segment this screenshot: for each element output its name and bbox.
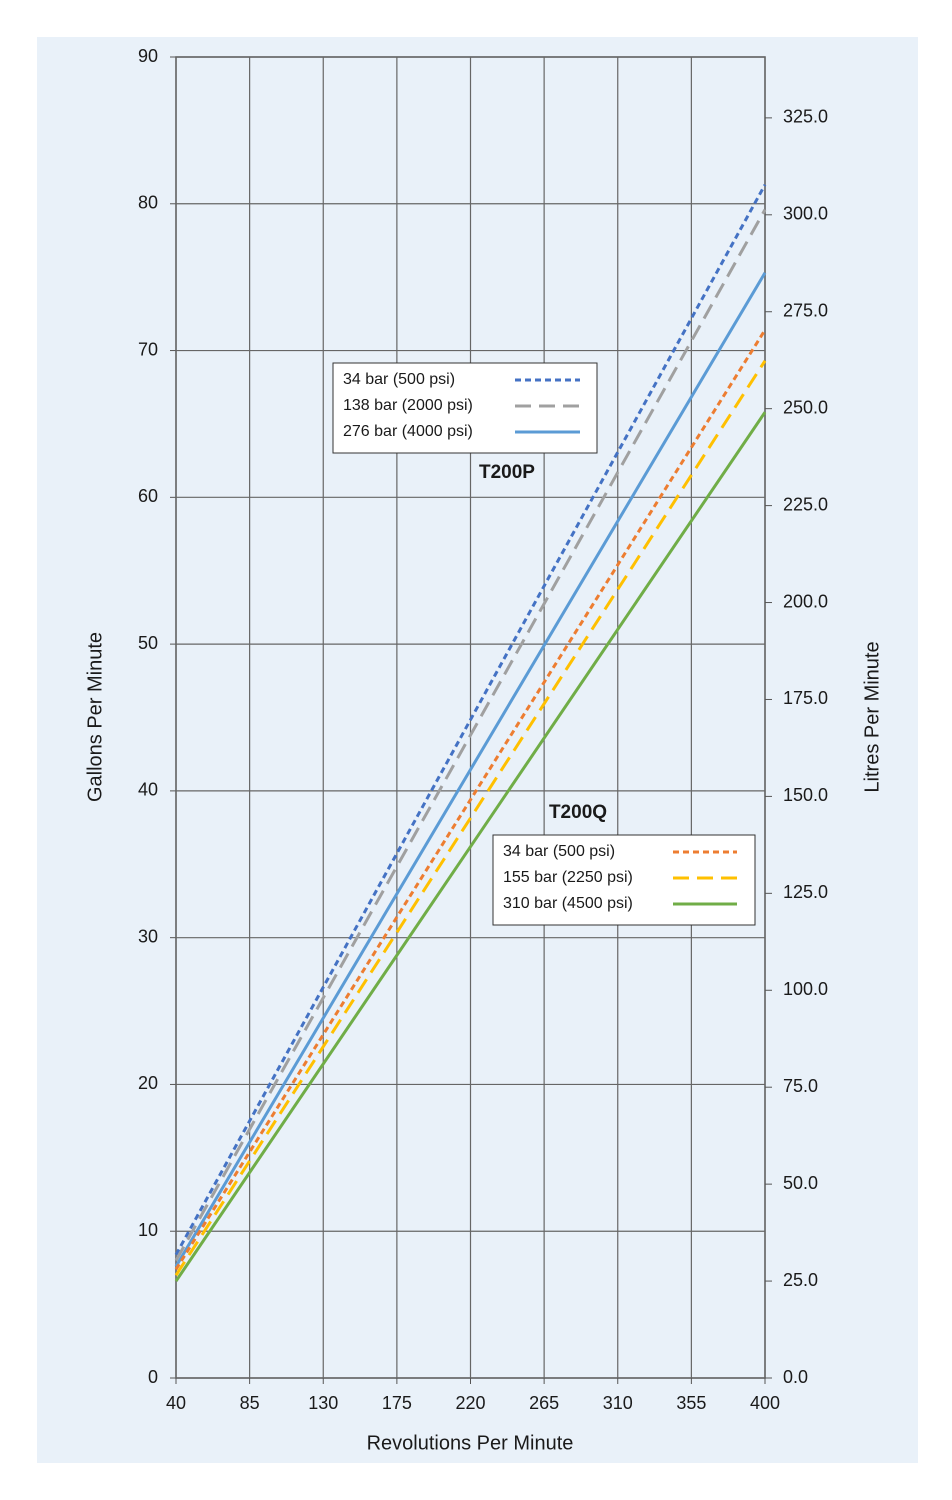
x-tick-label: 85: [240, 1393, 260, 1413]
y-tick-label: 40: [138, 780, 158, 800]
legend-box: [332, 362, 598, 454]
y2-tick-label: 125.0: [783, 882, 828, 902]
y-tick-label: 0: [148, 1367, 158, 1387]
series-line: [174, 271, 767, 1268]
group-label: T200P: [479, 462, 535, 483]
x-tick-label: 355: [676, 1393, 706, 1413]
y2-tick-label: 50.0: [783, 1173, 818, 1193]
y-tick-label: 90: [138, 46, 158, 66]
legend-label: 34 bar (500 psi): [503, 843, 615, 860]
x-tick-label: 40: [166, 1393, 186, 1413]
y2-tick-label: 325.0: [783, 107, 828, 127]
y2-tick-label: 150.0: [783, 785, 828, 805]
x-tick-label: 310: [603, 1393, 633, 1413]
x-tick-label: 175: [382, 1393, 412, 1413]
x-tick-label: 220: [455, 1393, 485, 1413]
panel-background: [37, 37, 918, 1463]
y-tick-label: 50: [138, 633, 158, 653]
y2-tick-label: 0.0: [783, 1367, 808, 1387]
y2-tick-label: 300.0: [783, 204, 828, 224]
y-tick-label: 60: [138, 486, 158, 506]
x-tick-label: 130: [308, 1393, 338, 1413]
x-tick-label: 265: [529, 1393, 559, 1413]
legend-label: 310 bar (4500 psi): [503, 895, 633, 912]
x-tick-label: 400: [750, 1393, 780, 1413]
series-line: [174, 329, 767, 1271]
y-tick-label: 70: [138, 339, 158, 359]
y2-tick-label: 75.0: [783, 1076, 818, 1096]
x-axis-title: Revolutions Per Minute: [367, 1432, 574, 1454]
legend-box: [492, 834, 756, 926]
y2-tick-label: 250.0: [783, 397, 828, 417]
y2-tick-label: 175.0: [783, 688, 828, 708]
y-tick-label: 20: [138, 1073, 158, 1093]
y-tick-label: 80: [138, 193, 158, 213]
group-label: T200Q: [549, 802, 607, 823]
y2-tick-label: 225.0: [783, 494, 828, 514]
y2-tick-label: 100.0: [783, 979, 828, 999]
legend-label: 138 bar (2000 psi): [343, 397, 473, 414]
y-tick-label: 10: [138, 1220, 158, 1240]
y2-tick-label: 200.0: [783, 591, 828, 611]
series-line: [174, 208, 767, 1262]
y-axis-title: Gallons Per Minute: [84, 632, 106, 802]
y2-tick-label: 275.0: [783, 300, 828, 320]
legend-label: 34 bar (500 psi): [343, 371, 455, 388]
legend-label: 155 bar (2250 psi): [503, 869, 633, 886]
series-line: [174, 183, 767, 1256]
y2-axis-title: Litres Per Minute: [861, 641, 883, 792]
series-line: [174, 360, 767, 1277]
y-tick-label: 30: [138, 926, 158, 946]
series-line: [174, 411, 767, 1282]
y2-tick-label: 25.0: [783, 1270, 818, 1290]
legend-label: 276 bar (4000 psi): [343, 423, 473, 440]
